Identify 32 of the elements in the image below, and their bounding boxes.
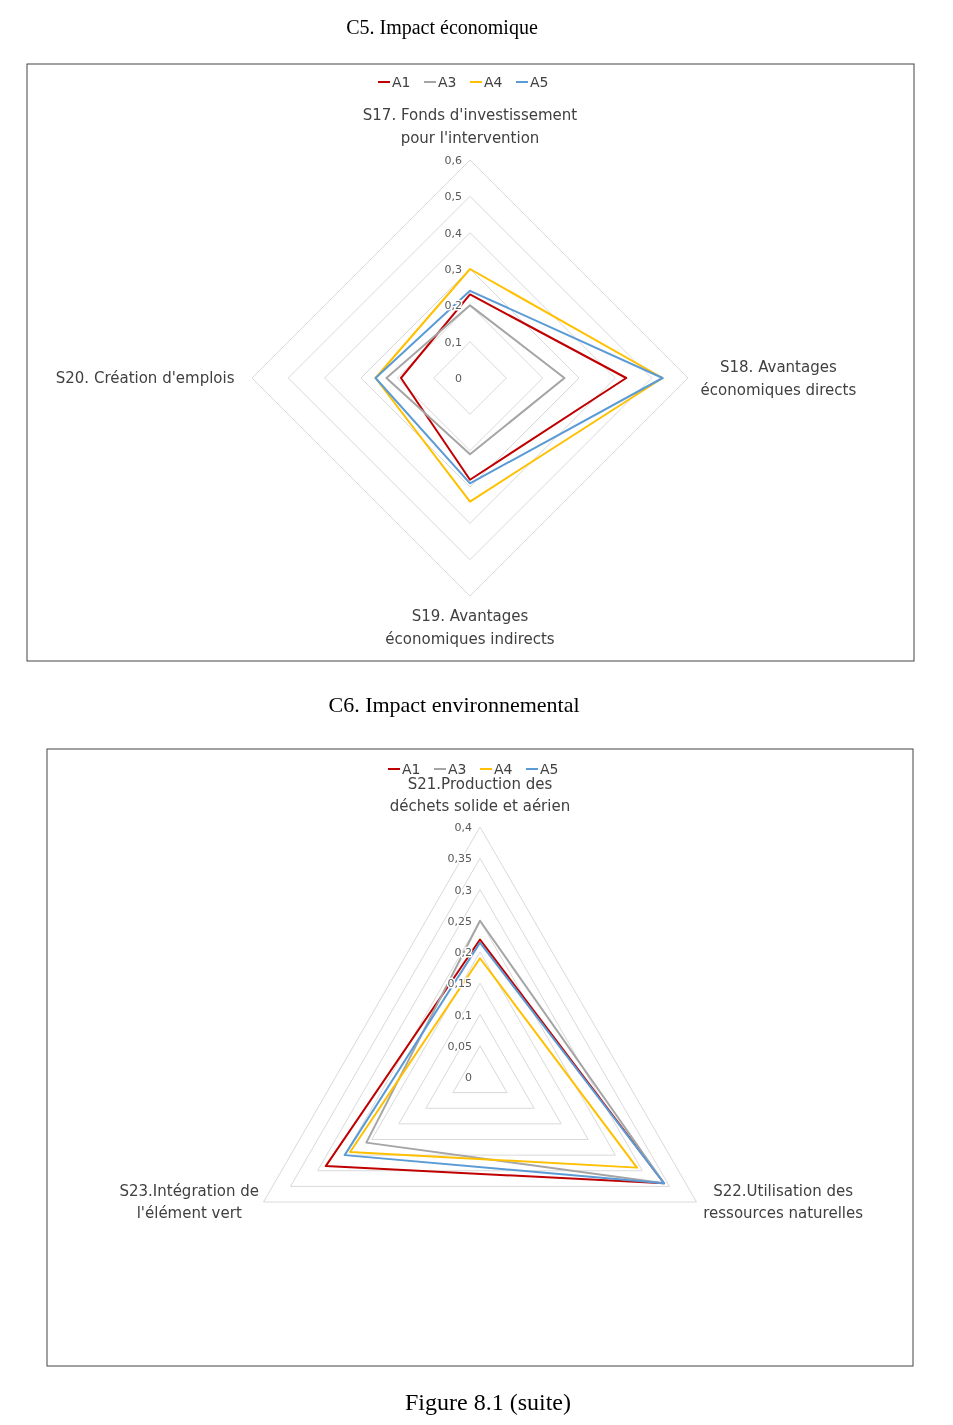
legend-label: A5: [530, 74, 549, 90]
y-tick-label: 0,3: [444, 263, 462, 276]
y-tick-label: 0,4: [444, 226, 462, 240]
y-tick-label: 0,6: [444, 154, 462, 167]
y-tick-label: 0,05: [447, 1039, 472, 1053]
legend-label: A3: [438, 74, 457, 90]
y-tick-label: 0,3: [454, 883, 472, 897]
spoke-label: S18. Avantages économiques directs: [700, 357, 857, 399]
spoke-label: S21.Production des déchets solide et aérien: [389, 775, 571, 815]
y-tick-label: 0,1: [444, 335, 462, 349]
spoke-label: S19. Avantages économiques indirects: [385, 607, 555, 648]
chart-title: C6. Impact environnemental: [328, 692, 580, 717]
legend-label: A4: [494, 761, 513, 777]
legend-label: A1: [402, 761, 421, 777]
spoke-label: S22.Utilisation des ressources naturelles: [703, 1182, 864, 1222]
y-tick-label: 0,35: [447, 852, 472, 866]
y-tick-label: 0,1: [454, 1008, 472, 1022]
y-tick-label: 0,2: [454, 946, 472, 959]
legend-label: A3: [448, 761, 467, 777]
spoke-label: S23.Intégration de l'élément vert: [119, 1182, 260, 1222]
spoke-label: S20. Création d'emplois: [55, 369, 235, 387]
chart-title: C5. Impact économique: [346, 16, 538, 39]
y-tick-label: 0: [465, 1071, 472, 1084]
y-tick-label: 0,25: [447, 914, 472, 928]
y-tick-label: 0,4: [454, 821, 472, 834]
y-tick-label: 0,5: [444, 190, 462, 204]
y-tick-label: 0: [455, 372, 462, 385]
legend-label: A1: [392, 74, 411, 90]
caption: Figure 8.1 (suite): [405, 1389, 571, 1415]
legend-label: A4: [484, 74, 503, 90]
spoke-label: S17. Fonds d'investissement pour l'intervention: [362, 106, 578, 147]
legend-label: A5: [540, 761, 559, 777]
